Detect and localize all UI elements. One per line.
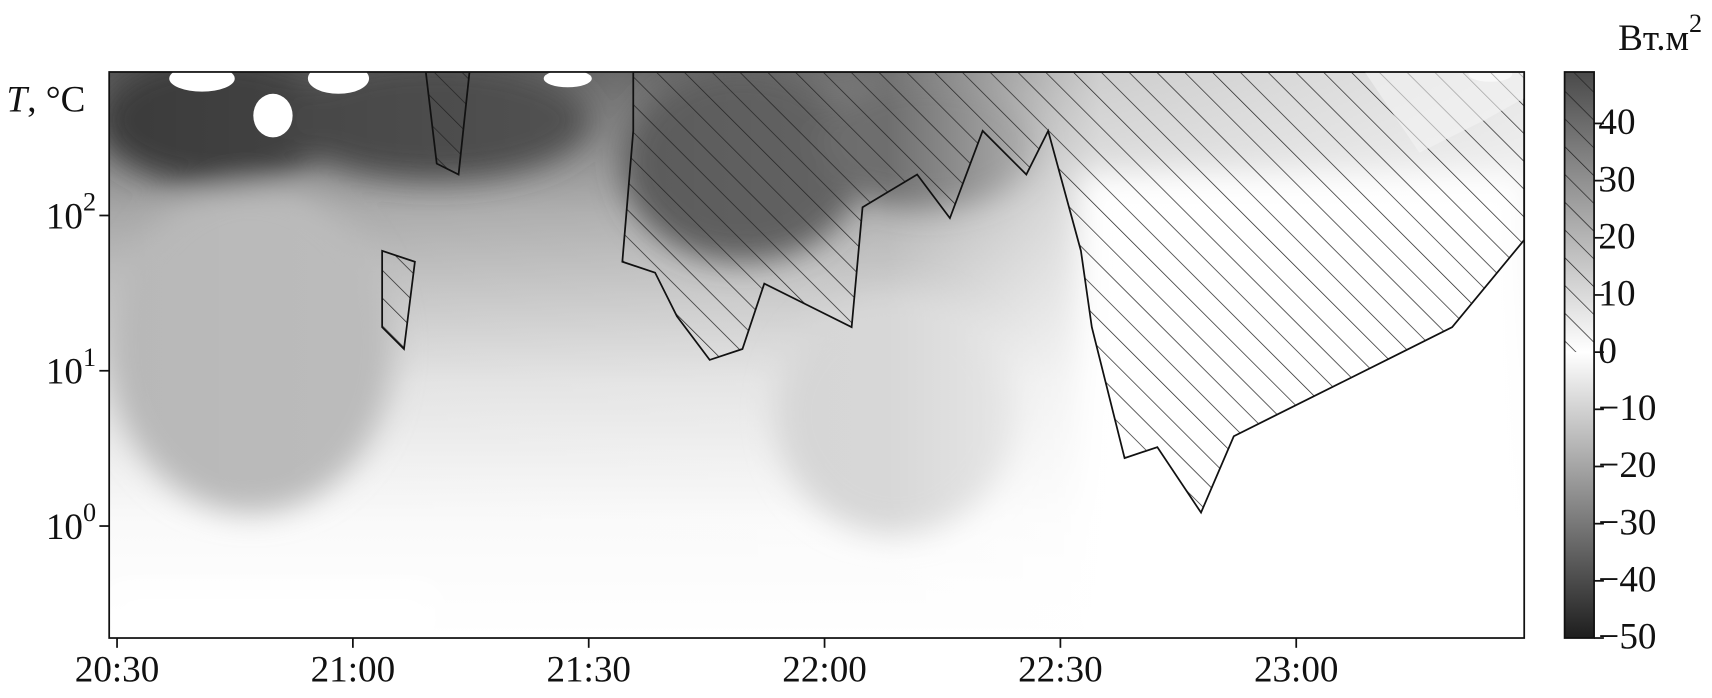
plot-frame bbox=[108, 71, 1526, 639]
x-tick-label: 20:30 bbox=[75, 649, 160, 690]
colorbar-tick-label: −10 bbox=[1598, 388, 1656, 429]
y-axis-label: T, °C bbox=[7, 79, 86, 120]
colorbar-tick-label: 40 bbox=[1598, 102, 1635, 143]
y-tick-label: 101 bbox=[46, 343, 96, 393]
field bbox=[109, 71, 1525, 639]
y-tick-label: 102 bbox=[46, 188, 96, 238]
x-tick-label: 23:00 bbox=[1254, 649, 1339, 690]
colorbar-tick-label: 10 bbox=[1598, 274, 1635, 315]
colorbar-tick-label: 0 bbox=[1598, 331, 1617, 372]
colorbar-tick-label: −40 bbox=[1598, 560, 1656, 601]
y-tick-label: 100 bbox=[46, 498, 96, 548]
hatched-region bbox=[381, 71, 1525, 515]
colorbar-tick-label: 30 bbox=[1598, 159, 1635, 200]
colorbar-tick-label: −30 bbox=[1598, 502, 1656, 543]
colorbar-tick-label: −50 bbox=[1598, 617, 1656, 658]
colorbar-negative bbox=[1564, 352, 1595, 639]
x-tick-label: 21:30 bbox=[546, 649, 631, 690]
colorbar-tick-label: −20 bbox=[1598, 445, 1656, 486]
colorbar-label: Вт.м2 bbox=[1618, 9, 1702, 59]
x-tick-label: 21:00 bbox=[311, 649, 396, 690]
colorbar-hatch bbox=[1564, 71, 1595, 353]
colorbar-tick-label: 20 bbox=[1598, 216, 1635, 257]
colorbar-frame bbox=[1563, 71, 1595, 639]
x-tick-label: 22:30 bbox=[1018, 649, 1103, 690]
x-tick-label: 22:00 bbox=[782, 649, 867, 690]
